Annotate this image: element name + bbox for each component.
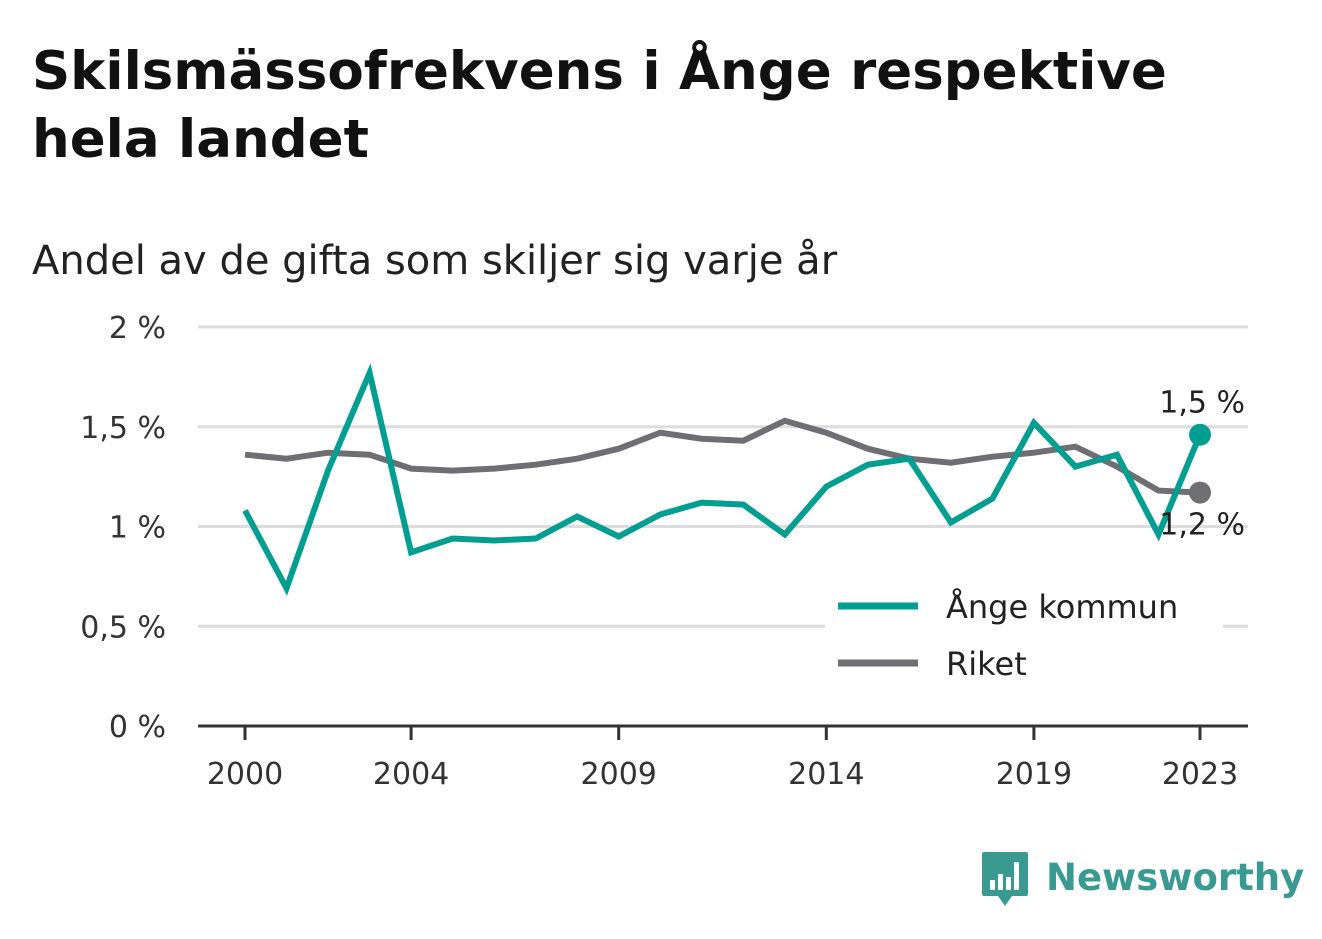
y-tick-label: 0,5 % [80,610,166,645]
y-tick-label: 1,5 % [80,411,166,446]
newsworthy-logo: Newsworthy [980,850,1304,910]
series-line-ange [242,363,1203,596]
x-axis: 2000 2004 2009 2014 2019 2023 [198,724,1248,792]
x-tick-label: 2019 [996,757,1072,792]
x-tick-label: 2014 [788,757,864,792]
end-label-ange: 1,5 % [1159,386,1245,421]
brand-name: Newsworthy [1046,855,1305,899]
y-tick-label: 1 % [109,511,166,546]
x-tick-label: 2009 [581,757,657,792]
y-tick-label: 0 % [109,710,166,745]
bar-chart-icon [982,852,1028,906]
end-point-riket [1189,481,1211,504]
series-lines [242,363,1211,596]
legend-label: Riket [946,645,1027,683]
x-tick-label: 2000 [207,757,283,792]
legend-background [825,578,1223,686]
y-tick-label: 2 % [109,311,166,346]
end-point-ange [1189,423,1211,446]
x-tick-label: 2004 [373,757,449,792]
x-tick-label: 2023 [1162,757,1238,792]
legend-label: Ånge kommun [946,588,1178,626]
legend: Ånge kommun Riket [825,578,1223,686]
end-label-riket: 1,2 % [1159,508,1245,543]
chart-subtitle: Andel av de gifta som skiljer sig varje … [32,238,838,284]
series-line-riket [244,417,1201,496]
chart-title: Skilsmässofrekvens i Ånge respektive hel… [32,41,1167,170]
end-labels: 1,5 % 1,2 % [1159,386,1245,543]
y-axis-labels: 0 % 0,5 % 1 % 1,5 % 2 % [80,311,166,745]
